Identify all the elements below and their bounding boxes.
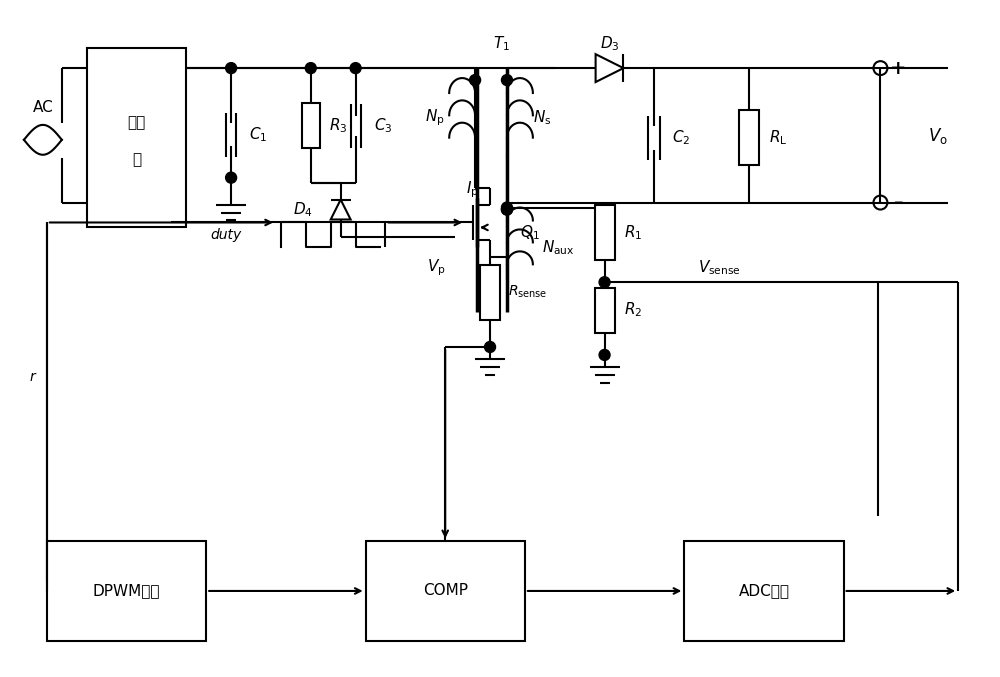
Circle shape: [501, 204, 512, 215]
Text: –: –: [894, 193, 903, 212]
Circle shape: [501, 74, 512, 85]
Text: DPWM驱动: DPWM驱动: [93, 584, 160, 598]
Circle shape: [501, 204, 512, 215]
Circle shape: [226, 172, 237, 183]
Text: $C_1$: $C_1$: [249, 125, 267, 144]
Text: $T_1$: $T_1$: [493, 34, 511, 53]
Polygon shape: [596, 54, 623, 82]
Text: $N_{\rm s}$: $N_{\rm s}$: [533, 108, 551, 127]
Circle shape: [599, 277, 610, 288]
Circle shape: [501, 202, 512, 213]
Text: $V_{\rm o}$: $V_{\rm o}$: [928, 126, 948, 146]
Bar: [480, 265, 500, 320]
Circle shape: [470, 74, 481, 85]
Text: $R_1$: $R_1$: [624, 223, 643, 242]
Text: +: +: [890, 59, 907, 78]
Text: $C_3$: $C_3$: [374, 116, 392, 135]
Circle shape: [226, 63, 237, 74]
Text: $D_3$: $D_3$: [600, 34, 619, 53]
Text: $N_{\rm aux}$: $N_{\rm aux}$: [542, 238, 574, 257]
Text: $V_{\rm sense}$: $V_{\rm sense}$: [698, 258, 741, 277]
Text: $R_2$: $R_2$: [624, 301, 643, 320]
Text: $N_{\rm p}$: $N_{\rm p}$: [425, 108, 445, 128]
Text: r: r: [29, 370, 35, 384]
Bar: [595, 205, 615, 260]
Circle shape: [599, 349, 610, 360]
Bar: [87, 48, 186, 227]
Bar: [302, 104, 320, 148]
Bar: [595, 288, 615, 332]
Text: 桥: 桥: [132, 152, 141, 167]
Text: $C_2$: $C_2$: [672, 129, 691, 147]
Text: $I_{\rm p}$: $I_{\rm p}$: [466, 179, 478, 200]
Circle shape: [350, 63, 361, 74]
Text: $V_{\rm p}$: $V_{\rm p}$: [427, 257, 445, 278]
Text: duty: duty: [211, 228, 242, 242]
Bar: [739, 110, 759, 165]
Text: COMP: COMP: [423, 584, 468, 598]
Text: $R_{\rm sense}$: $R_{\rm sense}$: [508, 284, 547, 301]
Circle shape: [305, 63, 316, 74]
Text: $R_{\rm L}$: $R_{\rm L}$: [769, 129, 787, 147]
Polygon shape: [331, 200, 351, 219]
Bar: [47, 541, 206, 640]
Text: $Q_1$: $Q_1$: [520, 223, 540, 242]
Bar: [684, 541, 844, 640]
Text: $R_3$: $R_3$: [329, 116, 347, 135]
Text: AC: AC: [33, 100, 53, 116]
Text: ADC采样: ADC采样: [738, 584, 789, 598]
Text: 整流: 整流: [127, 115, 146, 131]
Bar: [366, 541, 525, 640]
Circle shape: [485, 341, 496, 353]
Text: $D_4$: $D_4$: [293, 200, 313, 219]
